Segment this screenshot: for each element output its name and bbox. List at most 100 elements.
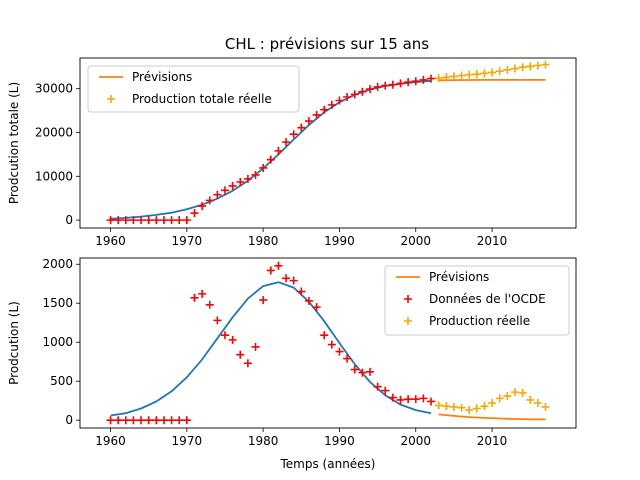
data-point-future [503, 392, 512, 401]
data-point-real [220, 186, 229, 195]
data-point-real [381, 386, 390, 395]
data-point-real [236, 350, 245, 359]
x-tick-label: 1960 [95, 434, 126, 448]
data-point-real [121, 416, 130, 425]
data-point-future [449, 72, 458, 81]
x-tick-label: 2000 [400, 234, 431, 248]
data-point-real [175, 416, 184, 425]
data-point-real [190, 209, 199, 218]
legend-label: Production réelle [429, 314, 530, 328]
data-point-real [129, 416, 138, 425]
data-point-real [373, 82, 382, 91]
data-point-real [282, 274, 291, 283]
data-point-real [365, 367, 374, 376]
axes-frame [79, 257, 577, 429]
data-point-future [503, 65, 512, 74]
data-point-real [259, 163, 268, 172]
data-point-real [312, 303, 321, 312]
y-axis-label: Prodcution (L) [7, 301, 21, 385]
y-tick-label: 30000 [35, 82, 73, 96]
data-point-real [182, 216, 191, 225]
y-tick-label: 20000 [35, 125, 73, 139]
data-point-real [205, 196, 214, 205]
y-tick-label: 10000 [35, 169, 73, 183]
y-tick-label: 0 [65, 213, 73, 227]
data-point-real [304, 117, 313, 126]
data-point-future [495, 394, 504, 403]
data-point-future [526, 62, 535, 71]
data-point-future [480, 69, 489, 78]
data-point-real [373, 382, 382, 391]
data-point-future [533, 399, 542, 408]
data-point-real [343, 92, 352, 101]
data-point-real [266, 155, 275, 164]
data-point-future [457, 403, 466, 412]
x-tick-label: 1980 [248, 234, 279, 248]
data-point-real [152, 216, 161, 225]
data-point-real [427, 74, 436, 83]
data-point-real [304, 296, 313, 305]
y-tick-label: 1500 [42, 296, 73, 310]
data-point-real [266, 266, 275, 275]
data-point-future [480, 402, 489, 411]
data-point-real [259, 296, 268, 305]
data-point-future [488, 68, 497, 77]
x-axis-label: Temps (années) [280, 457, 376, 471]
y-tick-label: 0 [65, 413, 73, 427]
x-tick-label: 2010 [477, 434, 508, 448]
data-point-real [419, 394, 428, 403]
data-point-real [236, 177, 245, 186]
data-point-real [396, 395, 405, 404]
x-tick-label: 1970 [172, 434, 203, 448]
data-point-real [144, 416, 153, 425]
data-point-real [404, 395, 413, 404]
data-point-real [274, 261, 283, 270]
data-point-real [213, 190, 222, 199]
data-point-real [419, 75, 428, 84]
y-axis-label: Prodcution totale (L) [7, 82, 21, 204]
data-point-real [297, 287, 306, 296]
data-point-real [243, 174, 252, 183]
data-point-real [190, 293, 199, 302]
data-point-real [121, 216, 130, 225]
figure-title: CHL : prévisions sur 15 ans [225, 35, 429, 53]
data-point-future [465, 70, 474, 79]
data-point-real [137, 416, 146, 425]
data-point-real [220, 331, 229, 340]
top-chart-panel: 1960 1970 1980 1990 2000 2010 0 10000 20000 30000… [7, 57, 577, 248]
data-point-real [152, 416, 161, 425]
x-tick-label: 2010 [477, 234, 508, 248]
forecast-line [438, 413, 546, 421]
data-point-real [282, 138, 291, 147]
legend: Prévisions Données de l'OCDE Production ré… [384, 265, 570, 336]
data-point-real [243, 359, 252, 368]
legend-label: Prévisions [429, 270, 489, 284]
legend-marker-swatch [107, 95, 115, 103]
legend-marker-swatch [404, 295, 412, 303]
data-point-real [251, 342, 260, 351]
data-point-real [365, 85, 374, 94]
data-point-future [434, 401, 443, 410]
x-tick-label: 1970 [172, 234, 203, 248]
data-point-real [213, 316, 222, 325]
legend-label: Données de l'OCDE [429, 292, 546, 306]
data-point-real [106, 216, 115, 225]
data-point-real [198, 289, 207, 298]
data-point-real [335, 96, 344, 105]
data-point-real [182, 416, 191, 425]
x-tick-label: 2000 [400, 434, 431, 448]
data-point-real [427, 397, 436, 406]
y-tick-label: 2000 [42, 257, 73, 271]
data-point-real [274, 146, 283, 155]
data-point-real [388, 80, 397, 89]
data-point-future [526, 395, 535, 404]
data-point-future [541, 60, 550, 69]
data-point-future [442, 402, 451, 411]
legend: Prévisions Production totale réelle [87, 65, 300, 113]
data-point-real [411, 77, 420, 86]
data-point-real [327, 340, 336, 349]
data-point-real [343, 354, 352, 363]
data-point-real [358, 87, 367, 96]
data-point-future [472, 70, 481, 79]
